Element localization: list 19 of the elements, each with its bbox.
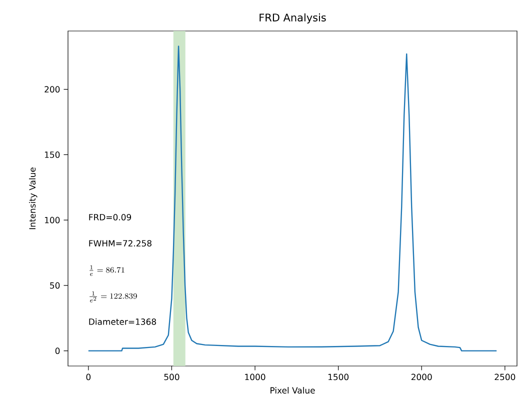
y-axis-title: Intensity Value: [29, 168, 38, 230]
x-tick-label: 1500: [328, 374, 349, 380]
y-tick-label: 150: [45, 151, 60, 158]
annotation: $\frac{1}{e}=86.71$: [90, 265, 124, 276]
x-tick-label: 500: [164, 374, 180, 380]
x-tick-label: 2000: [411, 374, 432, 380]
y-tick-label: 0: [55, 348, 60, 354]
y-tick-label: 100: [45, 216, 60, 224]
y-tick-label: 200: [44, 86, 60, 93]
x-axis-title: Pixel Value: [270, 387, 315, 394]
x-tick-label: 2500: [494, 374, 516, 380]
y-tick-label: 50: [50, 282, 60, 289]
x-tick-label: 1000: [245, 374, 266, 380]
chart-title: FRD Analysis: [260, 13, 326, 24]
x-tick-label: 0: [86, 374, 91, 380]
annotation: FRD=0.09: [89, 214, 132, 220]
annotation: FWHM=72.258: [89, 240, 152, 247]
annotation: Diameter=1368: [89, 318, 156, 325]
annotation: $\frac{1}{e^2}=122.839$: [90, 291, 137, 302]
